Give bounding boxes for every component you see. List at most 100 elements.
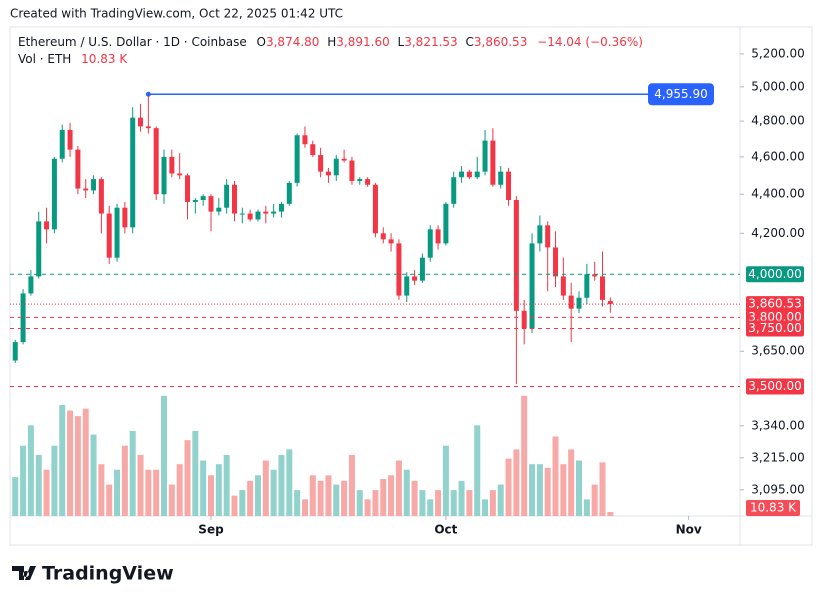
candle-body [388, 239, 394, 244]
volume-bar [247, 480, 254, 516]
volume-bar [419, 490, 426, 516]
volume-bar [20, 445, 27, 516]
y-tick-label: 4,200.00 [751, 226, 804, 240]
candle-body [333, 158, 339, 176]
price-badge [746, 266, 804, 283]
candle-body [584, 274, 590, 298]
candle-body [474, 171, 480, 178]
candle-body [67, 129, 73, 150]
candle-body [51, 158, 57, 230]
logo: TradingView [12, 563, 174, 585]
ray-badge-label: 4,955.90 [654, 87, 707, 101]
candle-body [271, 211, 277, 214]
volume-bar [380, 479, 387, 516]
price-badge [746, 320, 804, 337]
y-tick-label: 3,095.00 [751, 482, 804, 496]
legend-key: C [466, 35, 474, 49]
volume-bar [552, 436, 559, 516]
volume-bar [301, 499, 308, 516]
candle-body [224, 184, 230, 208]
volume-bar [576, 460, 583, 516]
candle-body [318, 155, 324, 172]
candle-body [83, 188, 89, 191]
volume-bar [35, 454, 42, 516]
volume-bar [200, 460, 207, 516]
volume-bar [521, 395, 528, 516]
volume-bar [450, 490, 457, 516]
volume-bar [395, 460, 402, 516]
legend-key: Vol · ETH [18, 52, 71, 66]
price-badge [746, 296, 804, 313]
volume-bar [599, 462, 606, 516]
candle-body [122, 207, 128, 228]
volume-bar [223, 454, 230, 516]
candle-body [130, 117, 136, 228]
volume-bar [536, 464, 543, 516]
legend-volume: Vol · ETH 10.83 K [18, 52, 128, 66]
y-tick-label: 5,200.00 [751, 46, 804, 60]
x-tick-label: Oct [434, 523, 457, 537]
candle-body [529, 243, 535, 329]
y-tick-label: 3,215.00 [751, 450, 804, 464]
legend-value: 3,860.53 [474, 35, 527, 49]
y-tick-label: 4,400.00 [751, 187, 804, 201]
price-badge-label: 3,500.00 [748, 379, 801, 393]
candle-body [419, 257, 425, 281]
candle-body [286, 182, 292, 204]
candle-body [263, 211, 269, 214]
candle-body [239, 213, 245, 215]
candle-body [443, 203, 449, 244]
ray-badge [648, 83, 714, 106]
volume-bar [435, 490, 442, 516]
volume-bar [67, 410, 74, 516]
volume-bar [254, 475, 261, 516]
candle-body [20, 293, 26, 343]
candle-body [161, 156, 167, 195]
legend-key: L [398, 35, 405, 49]
volume-bar [184, 440, 191, 516]
candle-body [91, 179, 97, 191]
candle-body [357, 179, 363, 181]
candle-body [404, 276, 410, 296]
volume-bar [325, 475, 332, 516]
volume-bar [372, 490, 379, 516]
volume-bar [403, 469, 410, 516]
candle-body [59, 129, 65, 159]
candle-body [278, 203, 284, 212]
volume-bar [153, 469, 160, 516]
candle-body [560, 276, 566, 296]
candle-body [177, 173, 183, 176]
volume-bar [568, 449, 575, 516]
candle-body [451, 177, 457, 204]
candle-body [349, 160, 355, 181]
frame [9, 26, 813, 546]
volume-bar [474, 425, 481, 516]
volume-bar [161, 395, 168, 516]
volume-bar [544, 467, 551, 516]
volume-bar [607, 511, 614, 516]
candle-body [185, 175, 191, 202]
candle-body [216, 207, 222, 212]
volume-bar [427, 499, 434, 516]
volume-bar [51, 445, 58, 516]
candle-body [208, 196, 214, 212]
volume-bar [286, 449, 293, 516]
volume-bar [591, 484, 598, 516]
volume-bar [560, 464, 567, 516]
volume-bar [43, 469, 50, 516]
candle-body [12, 342, 18, 361]
volume-bar [98, 464, 105, 516]
logo-text: TradingView [42, 563, 174, 585]
volume-bar [529, 464, 536, 516]
logo-icon [12, 566, 36, 580]
candle-body [607, 301, 613, 305]
volume-bar [121, 445, 128, 516]
candle-body [466, 171, 472, 178]
volume-bar [59, 405, 66, 516]
candle-body [396, 243, 402, 296]
volume-bar [262, 460, 269, 516]
candle-body [513, 199, 519, 311]
price-badge-label: 3,800.00 [748, 310, 801, 324]
candle-body [153, 128, 159, 195]
